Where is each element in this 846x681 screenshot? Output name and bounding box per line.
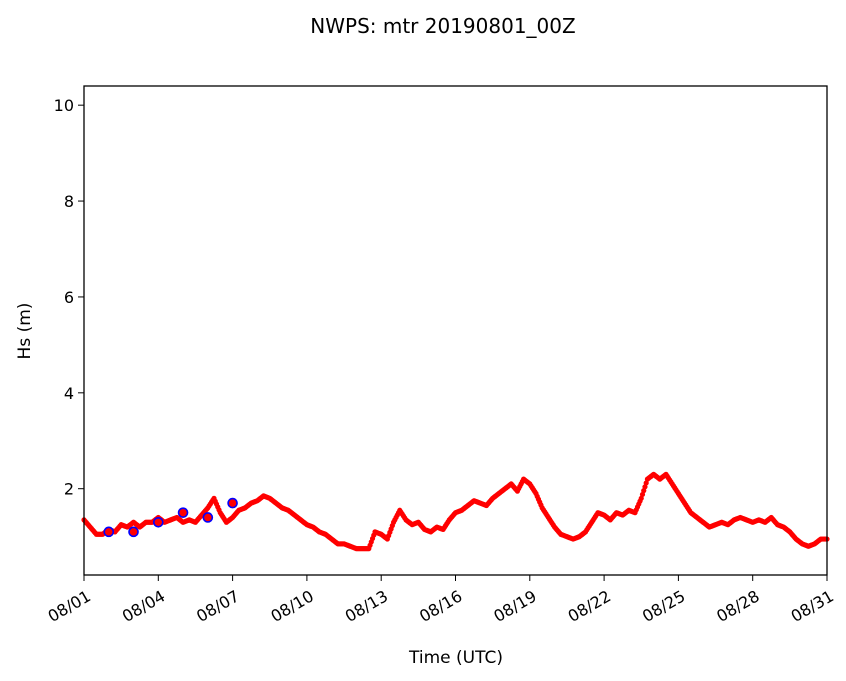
y-tick-label: 6	[64, 288, 74, 307]
x-tick-label: 08/13	[342, 586, 391, 626]
x-tick-label: 08/28	[713, 586, 762, 626]
plot-frame	[83, 85, 828, 576]
y-axis-label: Hs (m)	[15, 303, 35, 360]
x-tick-label: 08/22	[565, 586, 614, 626]
x-tick-label: 08/07	[193, 586, 242, 626]
x-tick-label: 08/04	[119, 586, 168, 626]
y-axis: 2 4 6 8 10	[54, 96, 84, 499]
marker-point	[103, 526, 115, 538]
x-tick-label: 08/19	[490, 586, 539, 626]
marker-point	[153, 516, 164, 528]
y-tick-label: 4	[64, 384, 74, 403]
plot-area	[81, 471, 830, 552]
marker-point	[202, 512, 214, 523]
x-axis-label: Time (UTC)	[408, 648, 503, 668]
x-tick-label: 08/10	[267, 586, 316, 626]
marker-point	[227, 497, 238, 509]
x-tick-label: 08/25	[639, 586, 688, 626]
chart-title: NWPS: mtr 20190801_00Z	[310, 14, 575, 38]
y-tick-label: 10	[54, 96, 74, 115]
y-tick-label: 8	[64, 192, 74, 211]
x-tick-label: 08/16	[416, 586, 465, 626]
marker-point	[177, 507, 189, 518]
x-tick-label: 08/31	[788, 586, 837, 626]
x-tick-label: 08/01	[45, 586, 94, 626]
y-tick-label: 2	[64, 480, 74, 499]
marker-point	[128, 526, 139, 538]
x-axis: 08/01 08/04 08/07 08/10 08/13 08/16 08/19 08/22…	[45, 575, 837, 626]
